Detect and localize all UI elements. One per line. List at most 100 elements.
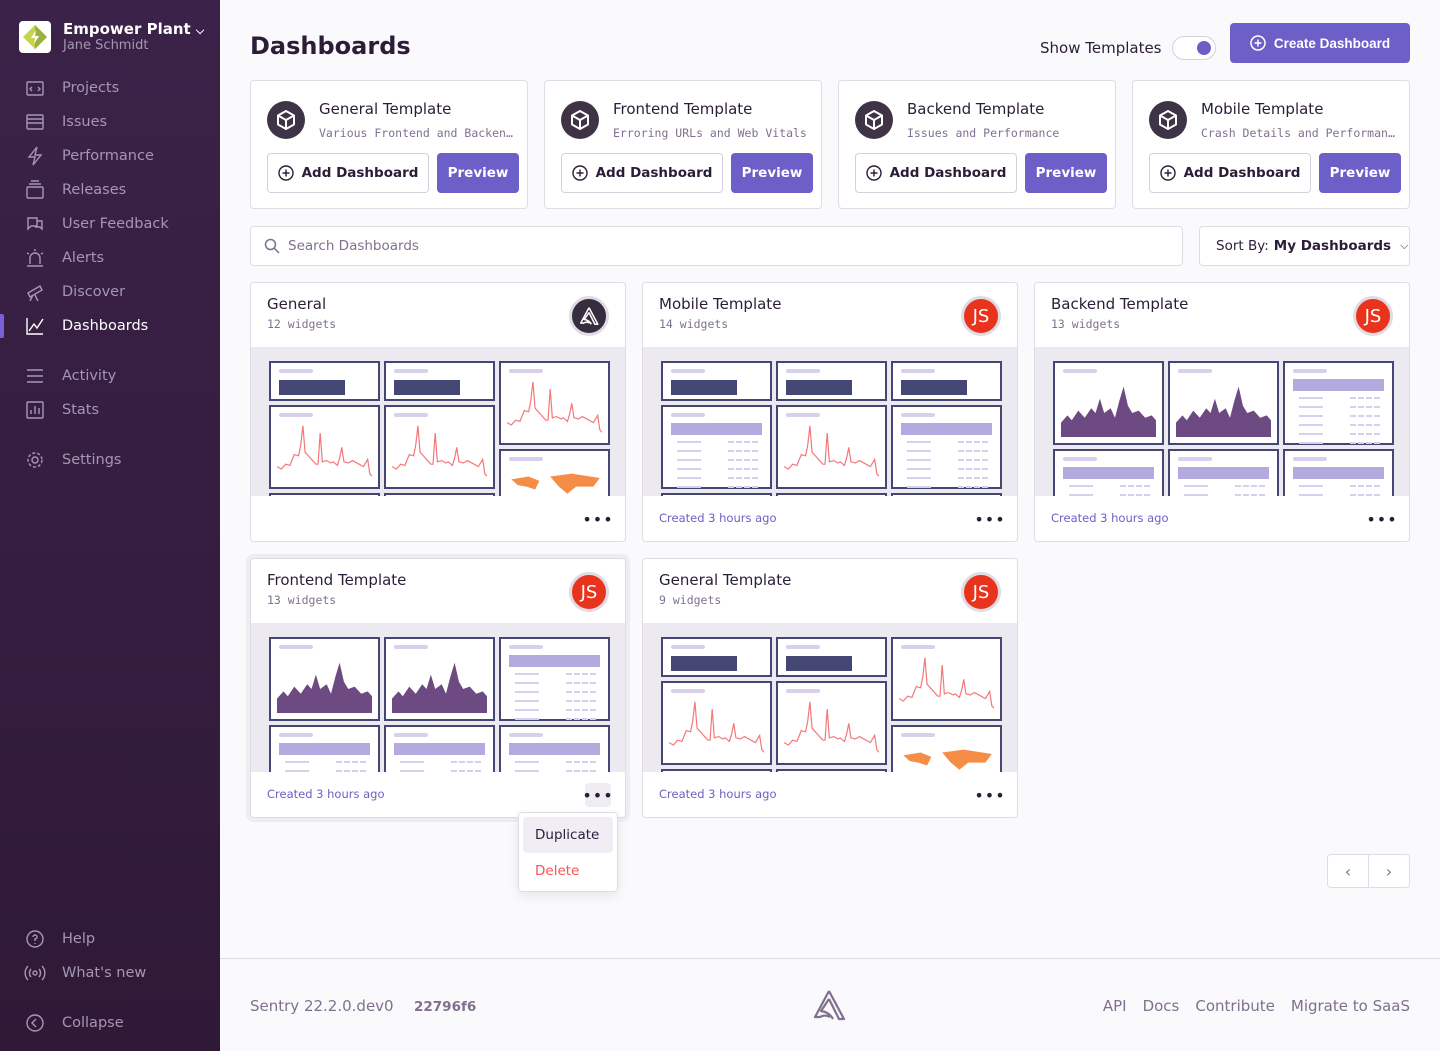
dashboard-preview bbox=[251, 347, 625, 496]
dashboard-card[interactable]: General Template 9 widgets JS Created 3 … bbox=[642, 558, 1018, 818]
widget-count: 9 widgets bbox=[659, 593, 722, 607]
sidebar-item-collapse[interactable]: Collapse bbox=[0, 1008, 220, 1038]
main-content: Dashboards Show Templates Create Dashboa… bbox=[220, 0, 1440, 1051]
footer-link[interactable]: Migrate to SaaS bbox=[1290, 997, 1410, 1015]
list-icon bbox=[24, 365, 46, 387]
widget-thumbnail bbox=[1053, 361, 1164, 445]
plus-circle-icon bbox=[1250, 35, 1266, 51]
plus-circle-icon bbox=[277, 165, 294, 181]
template-card: Backend Template Issues and Performance … bbox=[838, 80, 1116, 209]
widget-thumbnail bbox=[661, 361, 772, 401]
dashboard-card[interactable]: General 12 widgets ••• bbox=[250, 282, 626, 542]
area-chart-thumbnail bbox=[1176, 386, 1271, 437]
search-icon bbox=[264, 238, 280, 254]
sidebar-item-label: Dashboards bbox=[62, 318, 149, 334]
widget-thumbnail bbox=[269, 637, 380, 721]
add-dashboard-button[interactable]: Add Dashboard bbox=[1149, 153, 1311, 193]
org-switcher[interactable]: Empower Plant ⌵ Jane Schmidt bbox=[19, 20, 204, 53]
template-cube-icon bbox=[1149, 101, 1187, 139]
more-options-button[interactable]: ••• bbox=[1366, 509, 1398, 529]
add-dashboard-label: Add Dashboard bbox=[1183, 165, 1301, 181]
sidebar-item-label: Issues bbox=[62, 114, 108, 130]
sidebar-item-label: Alerts bbox=[62, 250, 105, 266]
area-chart-thumbnail bbox=[392, 662, 487, 713]
line-chart-thumbnail bbox=[392, 421, 487, 481]
siren-icon bbox=[24, 247, 46, 269]
widget-thumbnail bbox=[891, 493, 1002, 496]
preview-button[interactable]: Preview bbox=[437, 153, 519, 193]
sidebar-item-help[interactable]: Help bbox=[0, 924, 220, 954]
widget-thumbnail bbox=[776, 405, 887, 489]
sidebar-item-stats[interactable]: Stats bbox=[0, 395, 220, 425]
template-card: Mobile Template Crash Details and Perfor… bbox=[1132, 80, 1410, 209]
next-page-button[interactable]: › bbox=[1385, 861, 1393, 881]
add-dashboard-label: Add Dashboard bbox=[889, 165, 1007, 181]
add-dashboard-button[interactable]: Add Dashboard bbox=[267, 153, 429, 193]
avatar-initials: JS bbox=[1364, 305, 1382, 327]
line-chart-thumbnail bbox=[899, 653, 994, 713]
feedback-icon bbox=[24, 213, 46, 235]
footer-link[interactable]: Docs bbox=[1142, 997, 1180, 1015]
plus-circle-icon bbox=[571, 165, 588, 181]
widget-thumbnail bbox=[891, 405, 1002, 489]
sidebar-item-issues[interactable]: Issues bbox=[0, 107, 220, 137]
dashboard-card[interactable]: Mobile Template 14 widgets JS Created 3 … bbox=[642, 282, 1018, 542]
template-cube-icon bbox=[561, 101, 599, 139]
add-dashboard-button[interactable]: Add Dashboard bbox=[561, 153, 723, 193]
line-chart-thumbnail bbox=[784, 697, 879, 757]
sidebar-item-activity[interactable]: Activity bbox=[0, 361, 220, 391]
pagination: ‹ › bbox=[1327, 854, 1410, 888]
widget-thumbnail bbox=[661, 493, 772, 496]
org-logo bbox=[19, 20, 51, 53]
world-map-thumbnail bbox=[511, 473, 600, 494]
show-templates-toggle[interactable] bbox=[1171, 36, 1216, 60]
footer-link[interactable]: API bbox=[1102, 997, 1127, 1015]
menu-item-delete[interactable]: Delete bbox=[535, 863, 580, 879]
collapse-icon bbox=[24, 1012, 46, 1034]
preview-button[interactable]: Preview bbox=[1025, 153, 1107, 193]
menu-item-duplicate[interactable]: Duplicate bbox=[523, 817, 613, 853]
widget-thumbnail bbox=[661, 637, 772, 677]
graph-icon bbox=[24, 315, 46, 337]
sidebar-item-performance[interactable]: Performance bbox=[0, 141, 220, 171]
previous-page-button[interactable]: ‹ bbox=[1328, 855, 1369, 887]
add-dashboard-button[interactable]: Add Dashboard bbox=[855, 153, 1017, 193]
context-menu: Duplicate Delete bbox=[518, 812, 618, 892]
add-dashboard-label: Add Dashboard bbox=[301, 165, 419, 181]
sidebar-item-dashboards[interactable]: Dashboards bbox=[0, 311, 220, 341]
more-options-button[interactable]: ••• bbox=[582, 783, 613, 807]
widget-thumbnail bbox=[661, 769, 772, 772]
search-input[interactable]: Search Dashboards bbox=[250, 226, 1183, 266]
sidebar-item-releases[interactable]: Releases bbox=[0, 175, 220, 205]
sidebar-item-label: Performance bbox=[62, 148, 154, 164]
sidebar-item-user-feedback[interactable]: User Feedback bbox=[0, 209, 220, 239]
sidebar-item-alerts[interactable]: Alerts bbox=[0, 243, 220, 273]
footer-link[interactable]: Contribute bbox=[1195, 997, 1275, 1015]
area-chart-thumbnail bbox=[1061, 386, 1156, 437]
widget-thumbnail bbox=[499, 449, 610, 496]
more-options-button[interactable]: ••• bbox=[974, 785, 1006, 805]
dashboard-card[interactable]: Backend Template 13 widgets JS Created 3… bbox=[1034, 282, 1410, 542]
create-dashboard-button[interactable]: Create Dashboard bbox=[1230, 23, 1410, 63]
sidebar-item-projects[interactable]: Projects bbox=[0, 73, 220, 103]
preview-button[interactable]: Preview bbox=[731, 153, 813, 193]
sidebar-item-settings[interactable]: Settings bbox=[0, 445, 220, 475]
dashboard-title: General Template bbox=[659, 571, 792, 589]
widget-thumbnail bbox=[384, 405, 495, 489]
avatar: JS bbox=[1353, 296, 1393, 336]
sort-dropdown[interactable]: Sort By: My Dashboards ⌵ bbox=[1199, 226, 1410, 266]
add-dashboard-label: Add Dashboard bbox=[595, 165, 713, 181]
created-time: Created 3 hours ago bbox=[1051, 511, 1169, 525]
sentry-avatar-icon bbox=[569, 296, 609, 336]
show-templates-label: Show Templates bbox=[1040, 39, 1162, 57]
preview-button[interactable]: Preview bbox=[1319, 153, 1401, 193]
avatar-initials: JS bbox=[580, 581, 598, 603]
widget-count: 13 widgets bbox=[267, 593, 337, 607]
more-options-button[interactable]: ••• bbox=[582, 509, 614, 529]
more-options-button[interactable]: ••• bbox=[974, 509, 1006, 529]
dashboard-card[interactable]: Frontend Template 13 widgets JS Created … bbox=[250, 558, 626, 818]
sidebar-item-discover[interactable]: Discover bbox=[0, 277, 220, 307]
sidebar-item-what-s-new[interactable]: What's new bbox=[0, 958, 220, 988]
world-map-thumbnail bbox=[903, 749, 992, 770]
dashboard-preview bbox=[643, 623, 1017, 772]
